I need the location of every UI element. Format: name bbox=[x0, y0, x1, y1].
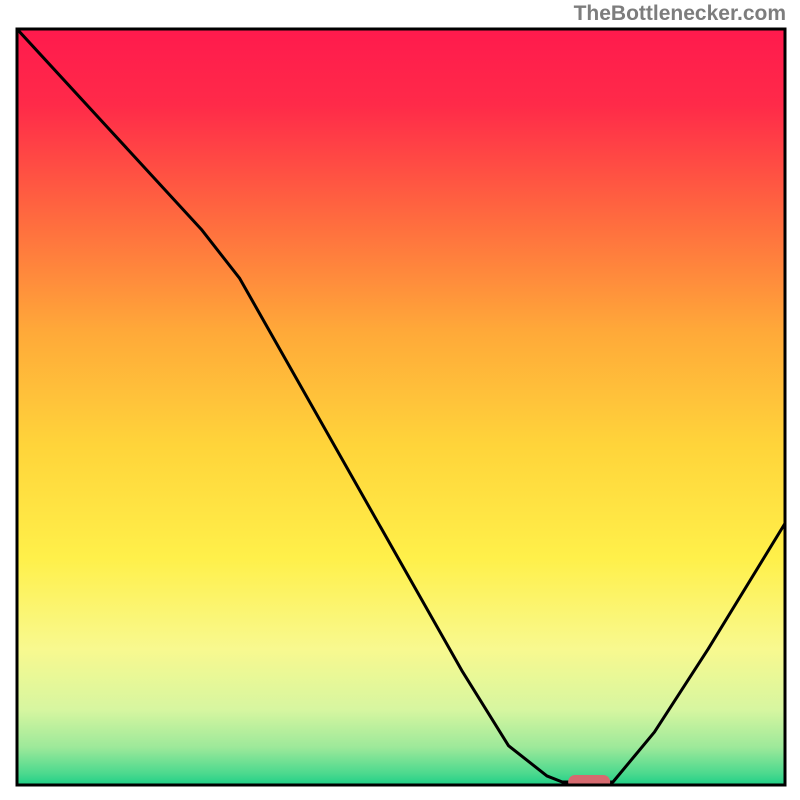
bottleneck-chart bbox=[0, 0, 800, 800]
attribution-text: TheBottlenecker.com bbox=[574, 2, 786, 26]
optimal-marker bbox=[568, 775, 610, 789]
gradient-background bbox=[17, 29, 785, 785]
